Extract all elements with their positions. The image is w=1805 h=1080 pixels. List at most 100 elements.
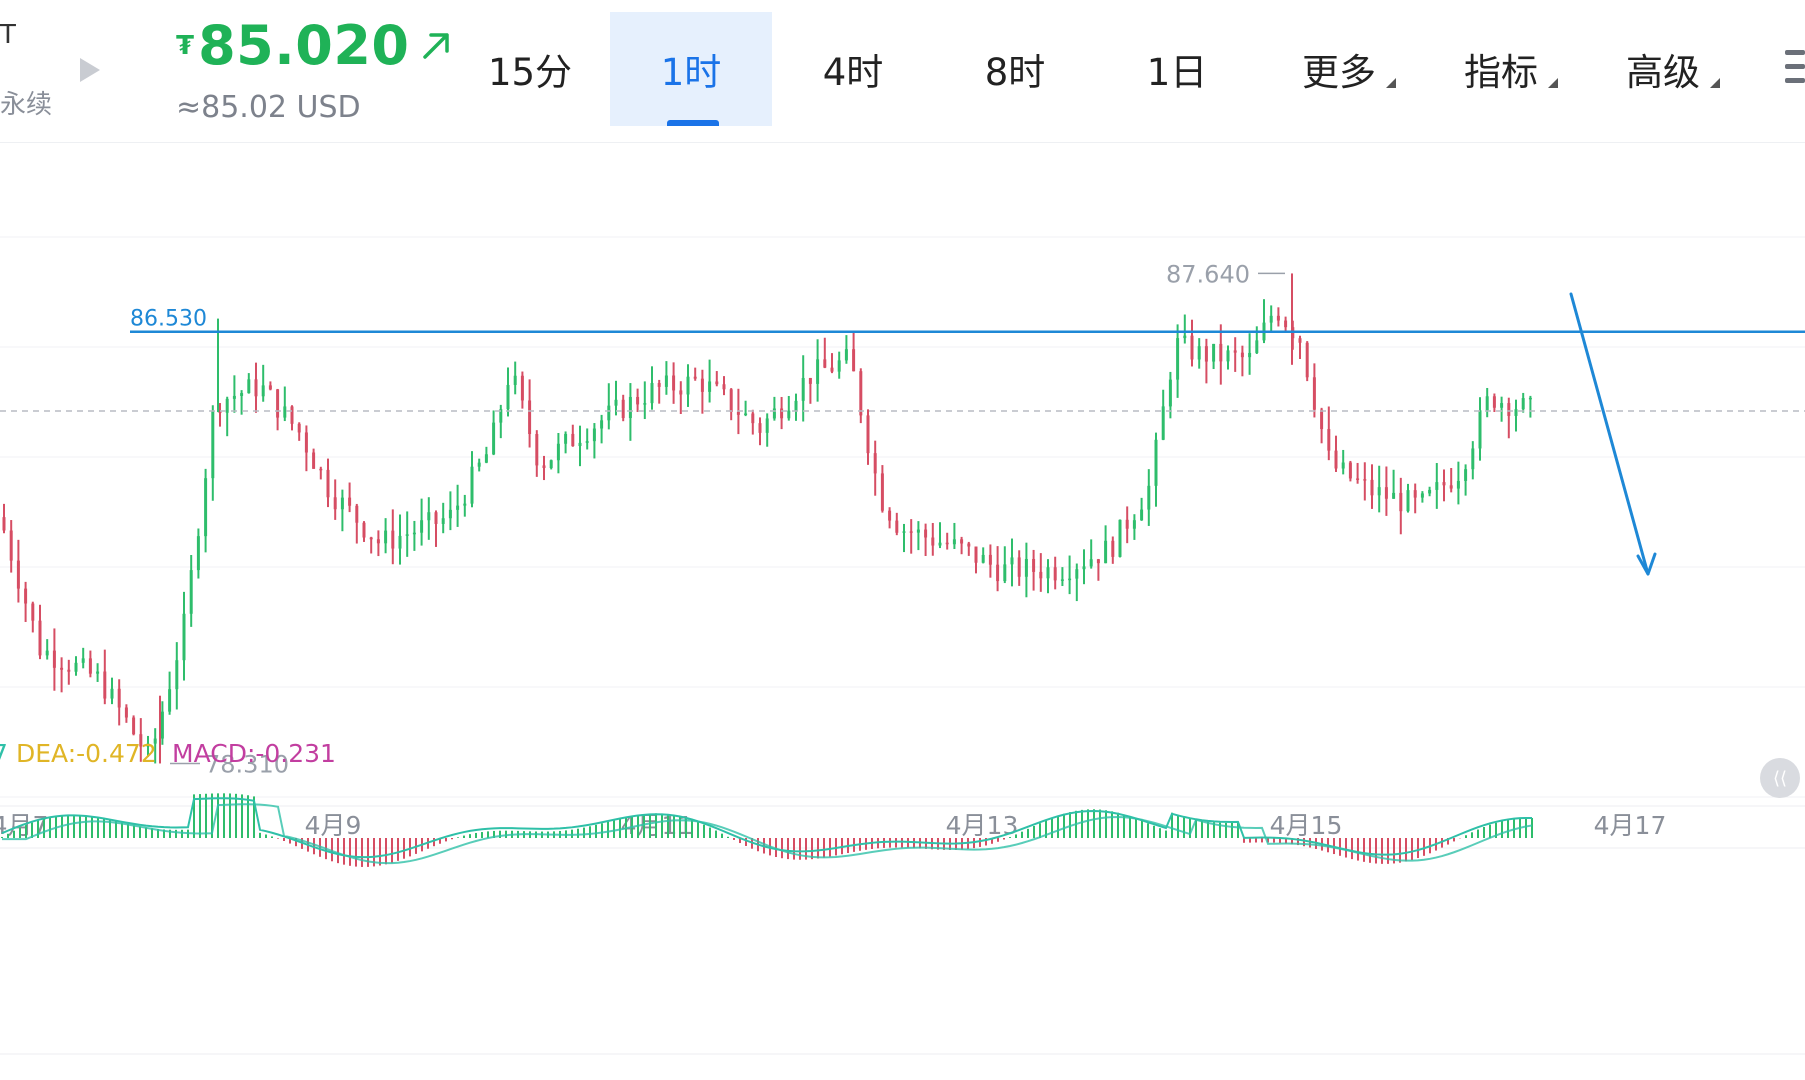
candle-body bbox=[117, 688, 121, 708]
candle-body bbox=[859, 371, 863, 416]
candle-body bbox=[283, 406, 287, 418]
candle-body bbox=[1420, 493, 1424, 498]
candle-body bbox=[952, 539, 956, 545]
candle-body bbox=[398, 535, 402, 549]
candle-body bbox=[1269, 315, 1273, 323]
candle-body bbox=[1053, 567, 1057, 581]
candle-body bbox=[873, 453, 877, 474]
candle-body bbox=[499, 409, 503, 423]
tab-indicators[interactable]: 指标 bbox=[1420, 12, 1582, 126]
candle-body bbox=[1089, 559, 1093, 567]
tab-label: 8时 bbox=[984, 51, 1046, 94]
tab-15m[interactable]: 15分 bbox=[449, 12, 611, 126]
candle-body bbox=[1024, 558, 1028, 577]
menu-icon[interactable] bbox=[1785, 50, 1805, 92]
candle-body bbox=[571, 433, 575, 447]
candle-body bbox=[693, 376, 697, 379]
tab-label: 指标 bbox=[1464, 51, 1538, 94]
candle-body bbox=[1276, 315, 1280, 321]
candle-body bbox=[412, 532, 416, 535]
candle-body bbox=[578, 442, 582, 447]
candle-body bbox=[600, 420, 604, 429]
candle-body bbox=[67, 669, 71, 672]
candle-body bbox=[1363, 479, 1367, 481]
tab-label: 更多 bbox=[1302, 51, 1376, 94]
candle-body bbox=[1435, 482, 1439, 490]
candle-body bbox=[477, 462, 481, 467]
candle-body bbox=[1514, 409, 1518, 416]
tab-1d[interactable]: 1日 bbox=[1096, 12, 1258, 126]
candle-body bbox=[81, 658, 85, 663]
price-chart[interactable]: 86.53087.64078.3104月74月94月114月134月154月17… bbox=[0, 142, 1805, 1080]
pair-name[interactable]: T bbox=[0, 20, 16, 50]
candle-body bbox=[686, 376, 690, 395]
candle-body bbox=[31, 603, 35, 621]
candle-body bbox=[333, 497, 337, 510]
candle-body bbox=[60, 667, 64, 670]
candle-body bbox=[340, 497, 344, 510]
active-indicator bbox=[667, 120, 719, 126]
candle-body bbox=[902, 531, 906, 533]
candle-body bbox=[1471, 448, 1475, 470]
candle-body bbox=[1125, 519, 1129, 529]
tab-4h[interactable]: 4时 bbox=[772, 12, 934, 126]
candle-body bbox=[1500, 403, 1504, 408]
candle-body bbox=[801, 377, 805, 401]
candle-body bbox=[211, 411, 215, 479]
candle-body bbox=[1521, 398, 1525, 410]
candle-body bbox=[1132, 520, 1136, 529]
dropdown-caret-icon bbox=[1548, 78, 1558, 88]
candle-body bbox=[391, 530, 395, 549]
candle-body bbox=[909, 531, 913, 533]
candle-body bbox=[254, 379, 258, 397]
candle-body bbox=[1212, 343, 1216, 362]
candle-body bbox=[1406, 490, 1410, 512]
candle-body bbox=[931, 537, 935, 546]
candle-body bbox=[1248, 352, 1252, 358]
candle-body bbox=[1334, 450, 1338, 469]
tab-label: 15分 bbox=[487, 51, 573, 94]
candle-body bbox=[218, 411, 222, 414]
candle-body bbox=[1204, 346, 1208, 362]
last-price: ₮ 85.020 bbox=[176, 14, 453, 77]
tab-label: 1日 bbox=[1146, 51, 1208, 94]
candle-body bbox=[38, 620, 42, 656]
candle-body bbox=[1111, 540, 1115, 557]
candle-body bbox=[189, 570, 193, 614]
candle-body bbox=[1377, 487, 1381, 496]
candle-body bbox=[1456, 480, 1460, 489]
candle-body bbox=[1507, 403, 1511, 416]
tab-1h[interactable]: 1时 bbox=[610, 12, 772, 126]
candle-body bbox=[405, 534, 409, 536]
candle-body bbox=[556, 443, 560, 461]
candle-body bbox=[636, 396, 640, 405]
candle-body bbox=[621, 399, 625, 419]
candle-body bbox=[355, 505, 359, 523]
candle-body bbox=[1464, 469, 1468, 481]
play-icon[interactable] bbox=[80, 58, 100, 82]
tab-more[interactable]: 更多 bbox=[1258, 12, 1420, 126]
candle-body bbox=[2, 517, 6, 531]
candle-body bbox=[1284, 320, 1288, 328]
candle-body bbox=[924, 529, 928, 538]
candle-body bbox=[1485, 396, 1489, 411]
low-label: 78.310 bbox=[205, 750, 289, 778]
candle-body bbox=[441, 518, 445, 524]
candle-body bbox=[564, 433, 568, 444]
tab-advanced[interactable]: 高级 bbox=[1582, 12, 1744, 126]
candle-body bbox=[866, 415, 870, 454]
scroll-to-latest-icon[interactable]: ⟨⟨ bbox=[1760, 758, 1800, 798]
candle-body bbox=[520, 375, 524, 401]
candle-body bbox=[268, 385, 272, 390]
price-usd: ≈85.02 USD bbox=[176, 90, 361, 125]
candle-body bbox=[103, 671, 107, 699]
candle-body bbox=[852, 349, 856, 372]
candle-body bbox=[787, 410, 791, 419]
candle-body bbox=[1392, 492, 1396, 499]
tab-8h[interactable]: 8时 bbox=[934, 12, 1096, 126]
candle-body bbox=[1449, 485, 1453, 489]
candle-body bbox=[376, 539, 380, 544]
candle-body bbox=[506, 384, 510, 410]
tab-label: 高级 bbox=[1626, 51, 1700, 94]
candle-body bbox=[1118, 519, 1122, 557]
